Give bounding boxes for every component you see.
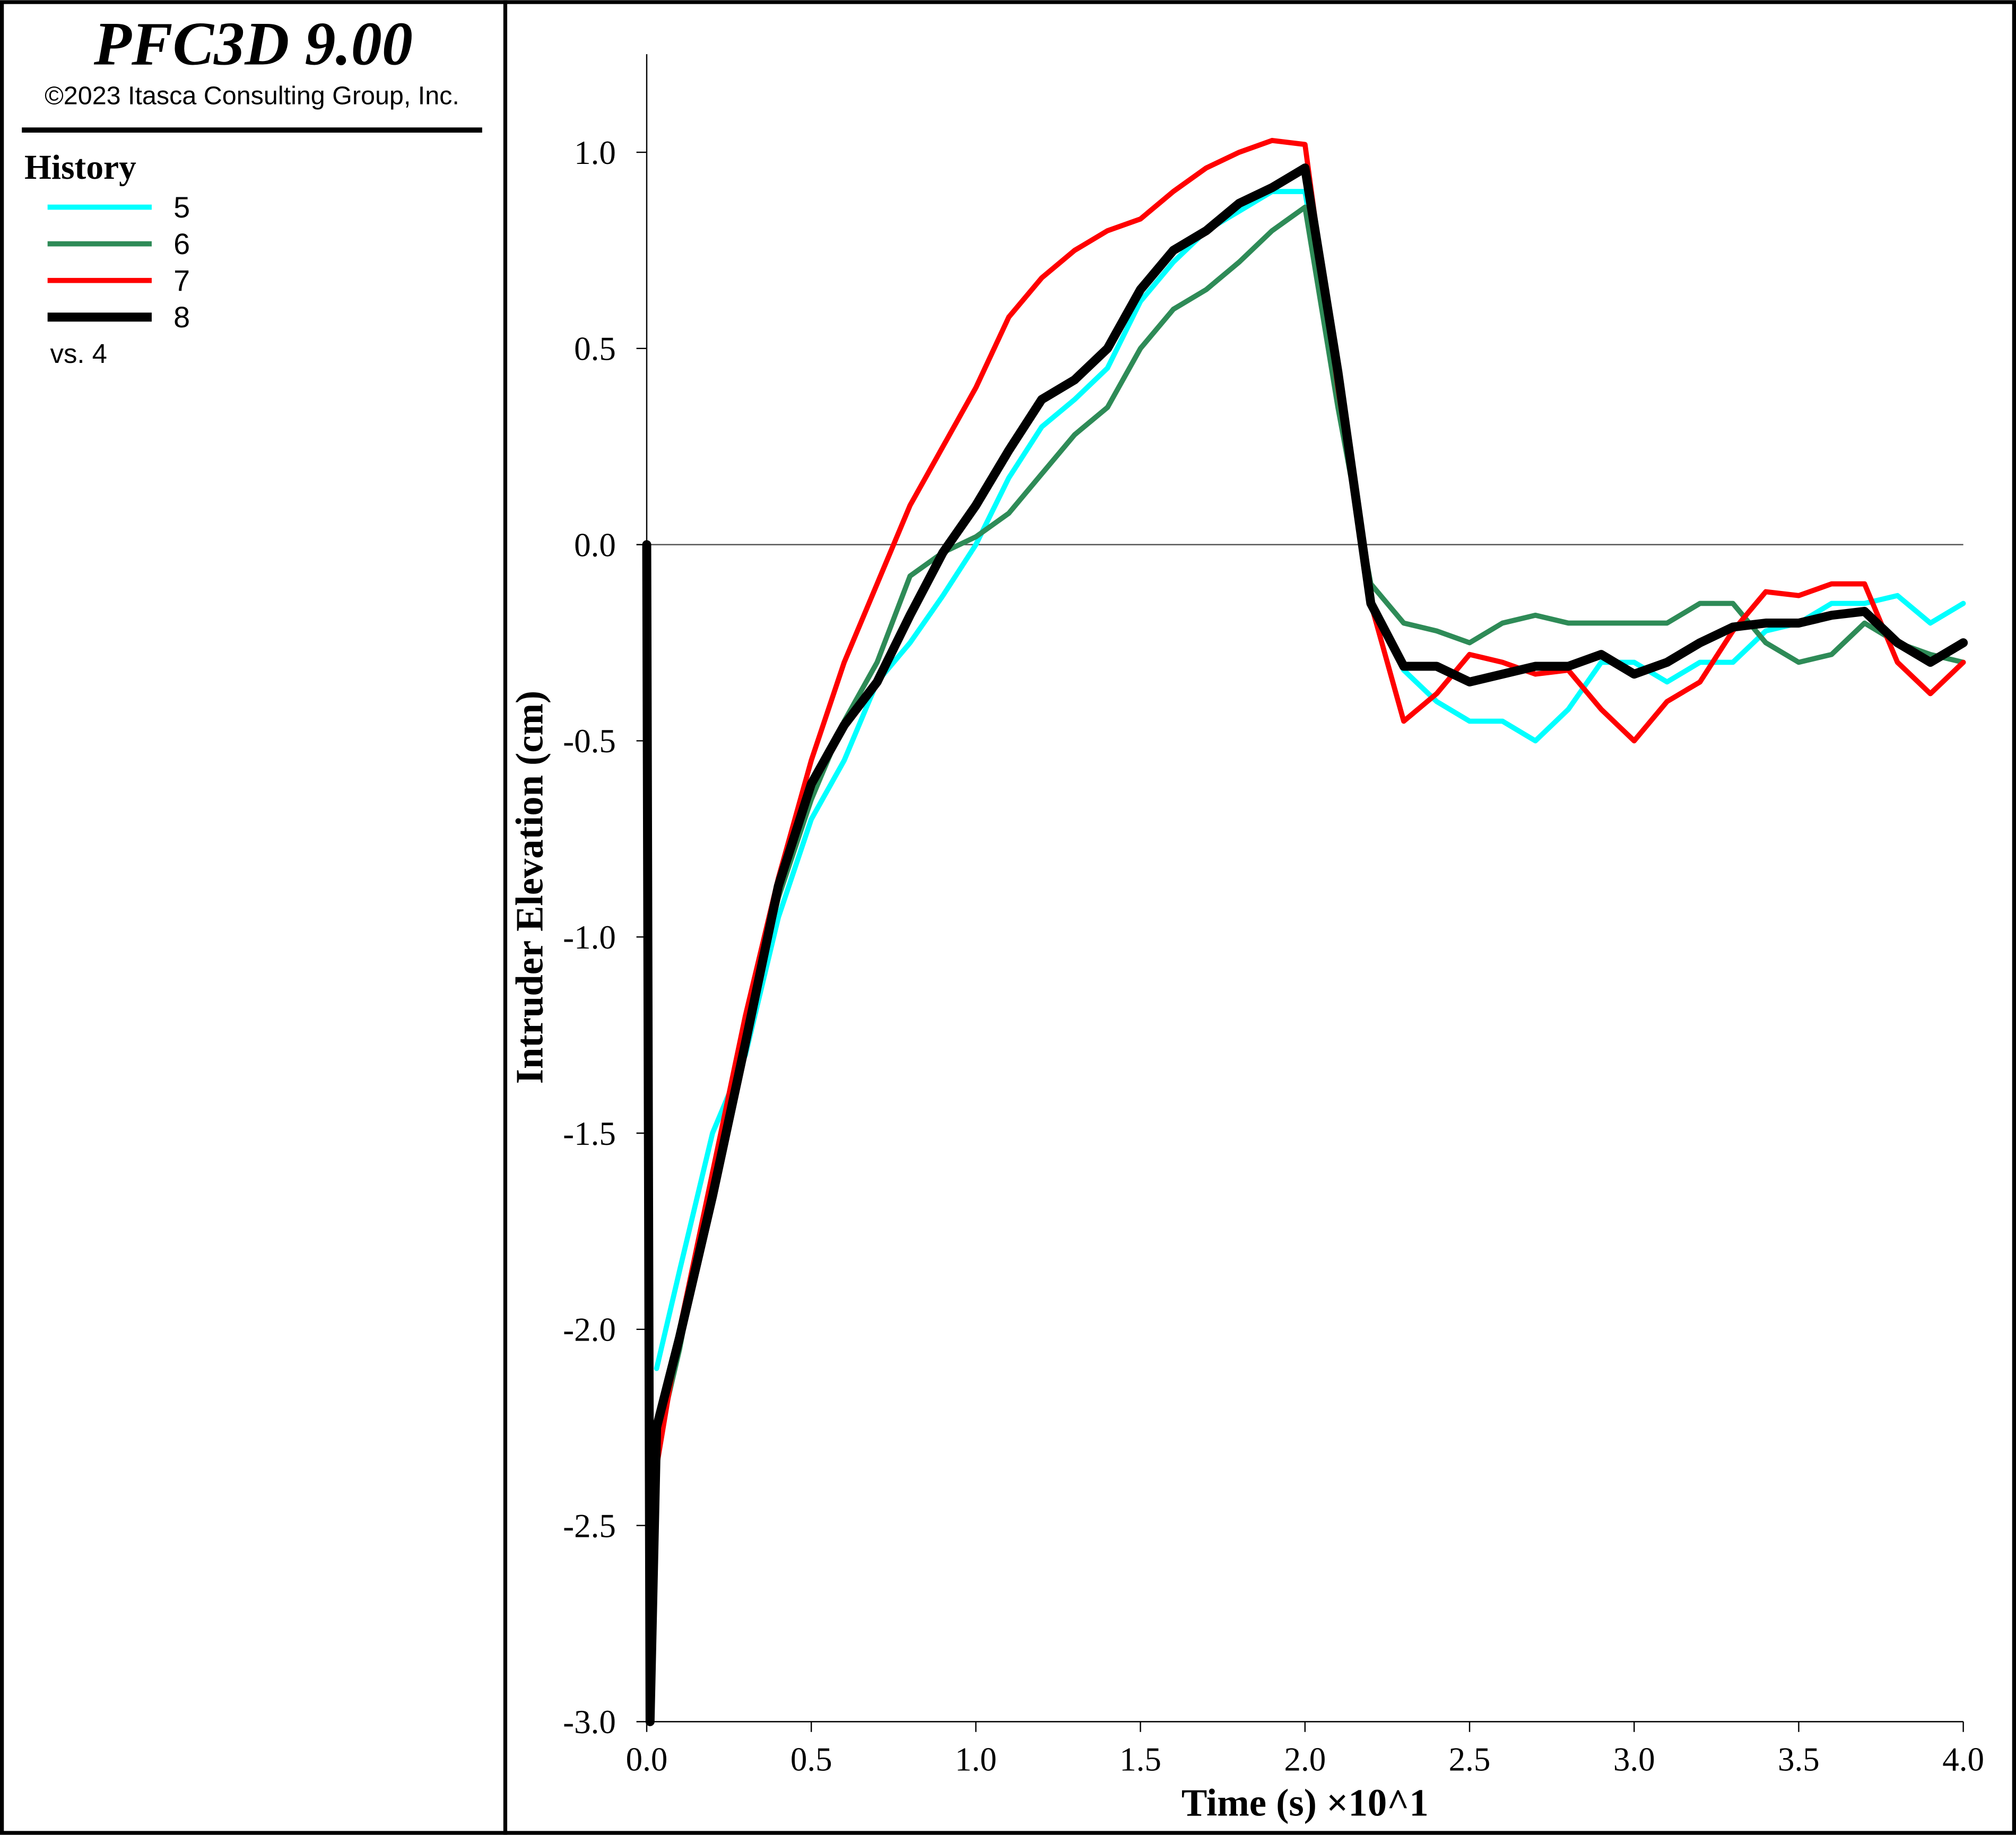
legend-label: 5 — [173, 191, 190, 224]
x-tick-label: 3.0 — [1613, 1741, 1655, 1778]
y-tick-label: -1.0 — [563, 919, 616, 956]
x-tick-label: 2.0 — [1284, 1741, 1326, 1778]
versus-label: vs. 4 — [50, 338, 107, 369]
y-axis-label: Intruder Elevation (cm) — [508, 691, 551, 1084]
legend-label: 6 — [173, 228, 190, 260]
y-tick-label: -2.0 — [563, 1311, 616, 1349]
x-axis-label: Time (s) ×10^1 — [1181, 1781, 1429, 1824]
x-tick-label: 3.5 — [1778, 1741, 1820, 1778]
app-title: PFC3D 9.00 — [93, 10, 413, 79]
legend-label: 8 — [173, 301, 190, 334]
y-tick-label: -2.5 — [563, 1507, 616, 1544]
y-tick-label: -1.5 — [563, 1115, 616, 1152]
legend-title: History — [24, 149, 136, 187]
legend: 5 6 7 8 — [47, 191, 190, 334]
x-tick-label: 0.5 — [790, 1741, 832, 1778]
x-tick-label: 4.0 — [1942, 1741, 1984, 1778]
x-tick-label: 1.0 — [955, 1741, 997, 1778]
y-tick-label: 1.0 — [574, 134, 616, 171]
series-line — [642, 163, 1968, 1726]
y-tick-label: -0.5 — [563, 723, 616, 760]
y-tick-label: 0.5 — [574, 331, 616, 368]
copyright: ©2023 Itasca Consulting Group, Inc. — [45, 82, 459, 110]
x-tick-label: 1.5 — [1119, 1741, 1161, 1778]
y-tick-label: -3.0 — [563, 1703, 616, 1741]
legend-label: 7 — [173, 264, 190, 297]
y-tick-label: 0.0 — [574, 526, 616, 563]
x-tick-label: 2.5 — [1449, 1741, 1491, 1778]
plot: -3.0 -2.5 -2.0 -1.5 -1.0 -0.5 0.0 0.5 1.0 0.0 0.5 1… — [563, 54, 1984, 1778]
series-line — [654, 137, 1966, 1469]
x-tick-label: 0.0 — [626, 1741, 668, 1778]
